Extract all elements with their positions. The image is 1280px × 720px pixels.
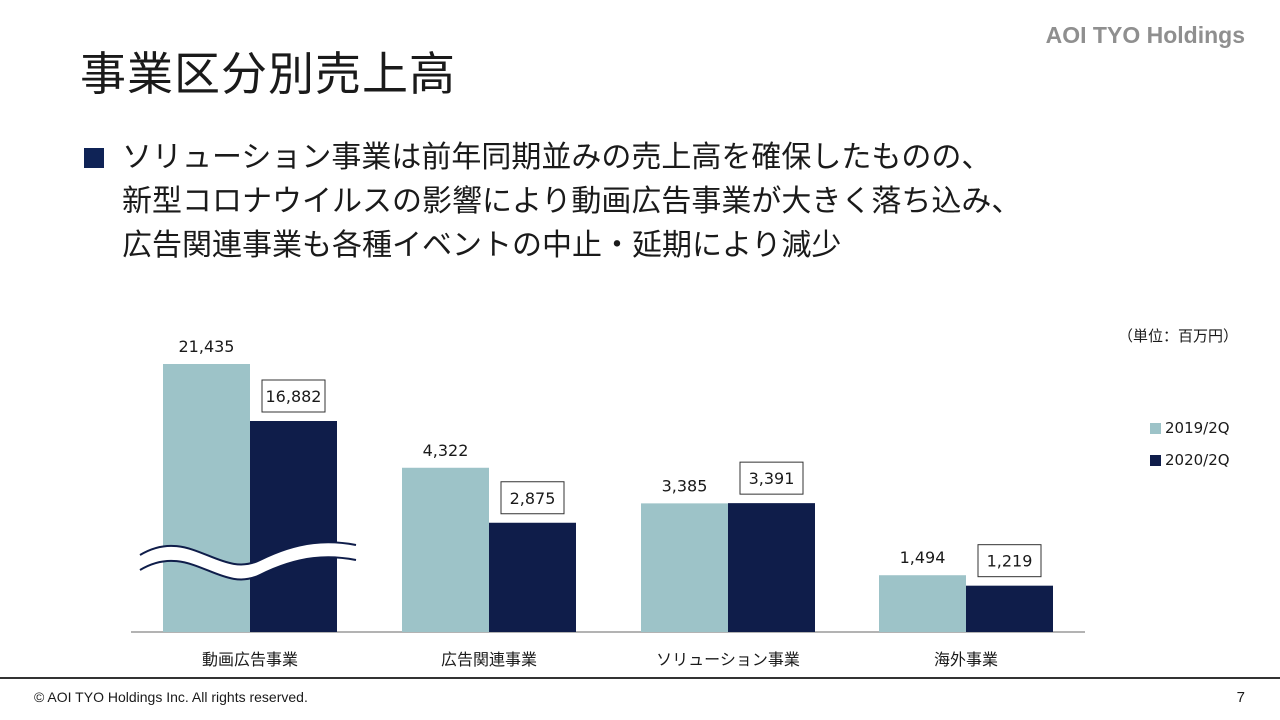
bar [966, 585, 1053, 632]
data-label: 1,219 [987, 552, 1033, 571]
bar [728, 503, 815, 632]
category-label: ソリューション事業 [656, 650, 800, 669]
legend-swatch-2019 [1150, 422, 1161, 434]
bar [641, 503, 728, 632]
category-label: 広告関連事業 [441, 650, 537, 669]
legend-item-2019: 2019/2Q [1150, 412, 1230, 444]
summary-line: 新型コロナウイルスの影響により動画広告事業が大きく落ち込み、 [122, 184, 1022, 219]
footer-divider [0, 677, 1280, 679]
legend-label-2019: 2019/2Q [1165, 419, 1230, 437]
unit-label: （単位：百万円） [1117, 327, 1238, 345]
category-label: 海外事業 [934, 650, 998, 669]
summary-line: 広告関連事業も各種イベントの中止・延期により減少 [122, 228, 842, 263]
company-logo: AOI TYO Holdings [1045, 22, 1245, 48]
page-title: 事業区分別売上高 [80, 47, 456, 101]
data-label: 3,385 [662, 476, 708, 495]
axis-break-band [140, 542, 356, 580]
bar [250, 421, 337, 632]
data-label-box [500, 481, 565, 515]
data-label-box [977, 544, 1042, 578]
page-number: 7 [1236, 689, 1245, 706]
bullet-square-icon [84, 148, 104, 168]
category-label: 動画広告事業 [202, 650, 298, 669]
legend-label-2020: 2020/2Q [1165, 451, 1230, 469]
bar [402, 467, 489, 632]
data-label: 16,882 [266, 387, 322, 406]
summary-text: ソリューション事業は前年同期並みの売上高を確保したものの、 新型コロナウイルスの… [122, 136, 1021, 268]
chart-legend: 2019/2Q 2020/2Q [1150, 412, 1230, 476]
legend-item-2020: 2020/2Q [1150, 444, 1230, 476]
data-label: 21,435 [179, 337, 235, 356]
bar [163, 364, 250, 632]
bar [489, 522, 576, 632]
summary-line: ソリューション事業は前年同期並みの売上高を確保したものの、 [122, 140, 992, 175]
data-label: 4,322 [423, 441, 469, 460]
legend-swatch-2020 [1150, 454, 1161, 466]
data-label: 3,391 [749, 469, 795, 488]
copyright-text: © AOI TYO Holdings Inc. All rights reser… [34, 689, 308, 705]
data-label-box [739, 461, 804, 495]
axis-break-line [139, 541, 357, 566]
data-label: 2,875 [510, 489, 556, 508]
axis-break-line [139, 556, 357, 581]
bar [879, 575, 966, 632]
data-label-box [261, 379, 326, 413]
data-label: 1,494 [900, 548, 946, 567]
